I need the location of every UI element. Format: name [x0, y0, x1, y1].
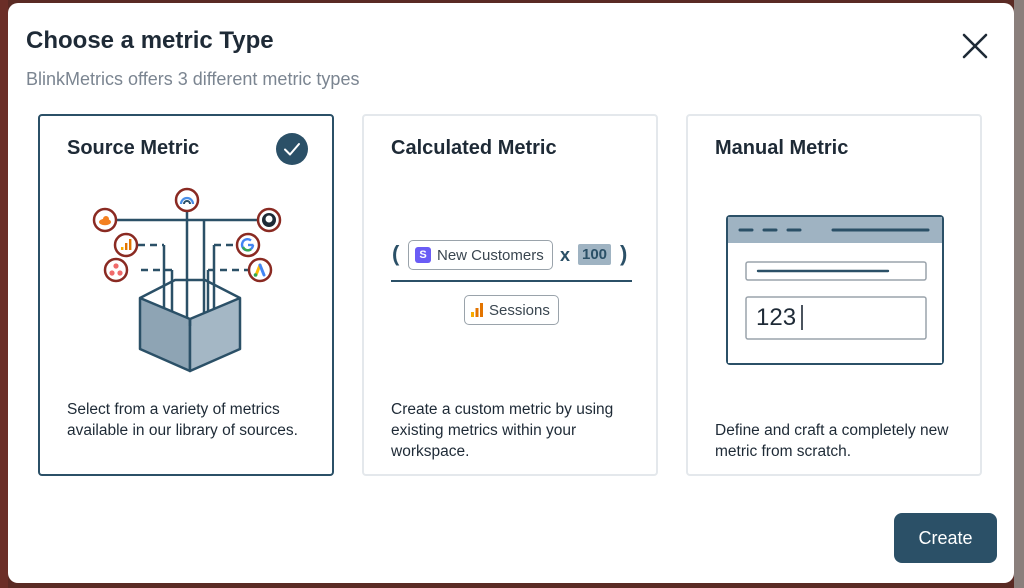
manual-value-input: 123: [756, 304, 797, 331]
chip-label: Sessions: [489, 301, 550, 319]
metric-type-dialog: Choose a metric Type BlinkMetrics offers…: [8, 3, 1014, 583]
google-ads-icon: [247, 257, 273, 283]
card-description: Define and craft a completely new metric…: [715, 422, 949, 460]
close-icon[interactable]: [958, 29, 992, 63]
data-sources-illustration: [92, 187, 282, 373]
github-icon: [256, 207, 282, 233]
create-button[interactable]: Create: [894, 513, 997, 563]
card-description: Create a custom metric by using existing…: [391, 401, 614, 460]
multiplier-value: 100: [578, 244, 612, 265]
card-description: Select from a variety of metrics availab…: [67, 401, 298, 439]
manual-metric-card[interactable]: Manual Metric 123 Define and craft a com…: [686, 114, 982, 476]
fraction-line: [391, 280, 632, 282]
sessions-chip: Sessions: [464, 295, 559, 325]
asana-icon: [103, 257, 129, 283]
selected-check-icon: [276, 133, 308, 165]
card-title: Manual Metric: [715, 137, 849, 159]
analytics-icon: [471, 303, 483, 317]
calculated-metric-card[interactable]: Calculated Metric ( S New Customers x 10…: [362, 114, 658, 476]
blink-icon: [174, 187, 200, 213]
manual-entry-illustration: [726, 215, 944, 365]
backdrop: [1014, 0, 1024, 588]
card-title: Source Metric: [67, 137, 200, 159]
open-paren: (: [392, 241, 400, 266]
cloudflare-icon: [92, 207, 118, 233]
new-customers-chip: S New Customers: [408, 240, 553, 270]
dialog-subtitle: BlinkMetrics offers 3 different metric t…: [26, 69, 360, 89]
analytics-icon: [113, 232, 139, 258]
chip-label: New Customers: [437, 246, 544, 264]
card-title: Calculated Metric: [391, 137, 557, 159]
segment-logo-icon: S: [415, 247, 431, 263]
backdrop: [0, 0, 8, 588]
source-metric-card[interactable]: Source Metric: [38, 114, 334, 476]
multiply-operator: x: [560, 245, 571, 265]
close-paren: ): [620, 241, 628, 266]
dialog-title: Choose a metric Type: [26, 27, 274, 54]
google-icon: [235, 232, 261, 258]
